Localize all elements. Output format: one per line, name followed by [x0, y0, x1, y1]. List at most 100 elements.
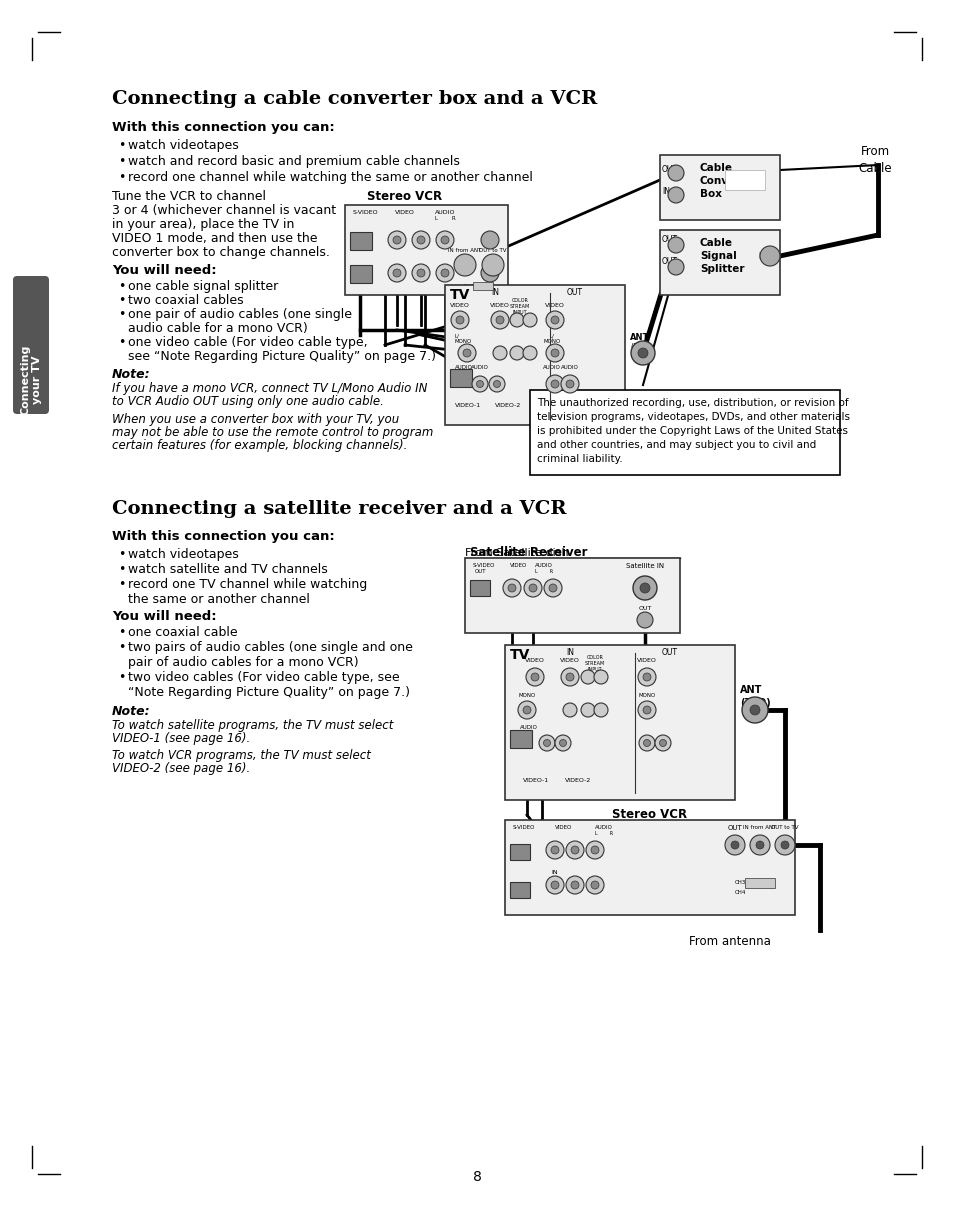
Text: Connecting a satellite receiver and a VCR: Connecting a satellite receiver and a VC… — [112, 500, 566, 519]
Text: record one channel while watching the same or another channel: record one channel while watching the sa… — [128, 171, 533, 185]
Text: in your area), place the TV in: in your area), place the TV in — [112, 218, 294, 232]
Bar — [350, 232, 372, 250]
Text: OUT: OUT — [661, 235, 678, 244]
Text: •: • — [118, 308, 125, 321]
Circle shape — [545, 876, 563, 894]
Bar — [510, 844, 530, 860]
Circle shape — [741, 697, 767, 724]
Circle shape — [565, 876, 583, 894]
Text: the same or another channel: the same or another channel — [128, 593, 310, 605]
Circle shape — [755, 841, 763, 849]
Circle shape — [594, 703, 607, 718]
Circle shape — [388, 232, 406, 248]
Circle shape — [454, 254, 476, 276]
Text: Connecting a cable converter box and a VCR: Connecting a cable converter box and a V… — [112, 90, 597, 109]
Circle shape — [551, 882, 558, 889]
Text: one video cable (For video cable type,: one video cable (For video cable type, — [128, 336, 367, 349]
Circle shape — [667, 165, 683, 181]
Circle shape — [639, 734, 655, 751]
Circle shape — [493, 346, 506, 361]
Text: •: • — [118, 578, 125, 591]
Text: OUT to TV: OUT to TV — [770, 825, 798, 830]
Text: OUT: OUT — [638, 605, 651, 611]
Text: watch and record basic and premium cable channels: watch and record basic and premium cable… — [128, 156, 459, 168]
Text: L/: L/ — [549, 333, 554, 338]
FancyBboxPatch shape — [13, 276, 49, 414]
Text: IN: IN — [758, 252, 765, 260]
Text: From Satellite dish: From Satellite dish — [464, 548, 568, 558]
Text: CH4: CH4 — [462, 293, 474, 298]
Text: VIDEO: VIDEO — [490, 303, 510, 308]
Circle shape — [633, 576, 657, 601]
Circle shape — [522, 314, 537, 327]
Bar — [470, 580, 490, 596]
Circle shape — [774, 835, 794, 855]
Circle shape — [456, 316, 463, 324]
Circle shape — [749, 706, 760, 715]
Text: VIDEO: VIDEO — [450, 303, 470, 308]
Text: ANT: ANT — [629, 333, 649, 343]
Text: •: • — [118, 336, 125, 349]
Circle shape — [545, 375, 563, 393]
Text: OUT to TV: OUT to TV — [478, 248, 506, 253]
Text: AUDIO: AUDIO — [595, 825, 612, 830]
Circle shape — [667, 238, 683, 253]
Bar — [510, 730, 532, 748]
Text: VIDEO 1 mode, and then use the: VIDEO 1 mode, and then use the — [112, 232, 317, 245]
Text: ANT
(75Ω): ANT (75Ω) — [740, 685, 770, 708]
Circle shape — [749, 835, 769, 855]
Text: COLOR
STREAM
INPUT: COLOR STREAM INPUT — [584, 655, 604, 672]
Text: AUDIO: AUDIO — [560, 365, 578, 370]
Text: Note:: Note: — [112, 368, 151, 381]
Text: watch satellite and TV channels: watch satellite and TV channels — [128, 563, 328, 576]
Text: VIDEO: VIDEO — [524, 658, 544, 663]
Text: Cable
Converter
Box: Cable Converter Box — [700, 163, 758, 199]
Circle shape — [472, 376, 488, 392]
Text: •: • — [118, 280, 125, 293]
Circle shape — [667, 259, 683, 275]
Text: VIDEO: VIDEO — [637, 658, 657, 663]
Bar — [444, 285, 624, 425]
Text: Connecting
your TV: Connecting your TV — [20, 345, 42, 415]
Circle shape — [551, 349, 558, 357]
Circle shape — [412, 232, 430, 248]
Bar — [350, 265, 372, 283]
Text: To watch VCR programs, the TV must select: To watch VCR programs, the TV must selec… — [112, 749, 371, 762]
Bar — [464, 558, 679, 633]
Circle shape — [659, 739, 666, 747]
Text: VIDEO-1 (see page 16).: VIDEO-1 (see page 16). — [112, 732, 250, 745]
Text: You will need:: You will need: — [112, 610, 216, 624]
Text: From
Cable: From Cable — [858, 145, 891, 175]
Text: VIDEO: VIDEO — [559, 658, 579, 663]
Circle shape — [480, 232, 498, 248]
Circle shape — [594, 671, 607, 684]
Circle shape — [730, 841, 739, 849]
Circle shape — [451, 311, 469, 329]
Circle shape — [655, 734, 670, 751]
Circle shape — [491, 311, 509, 329]
Text: Stereo VCR: Stereo VCR — [367, 191, 441, 203]
Text: With this connection you can:: With this connection you can: — [112, 121, 335, 134]
Text: •: • — [118, 626, 125, 639]
Text: 3 or 4 (whichever channel is vacant: 3 or 4 (whichever channel is vacant — [112, 204, 335, 217]
Text: (75Ω): (75Ω) — [629, 343, 651, 352]
Text: one coaxial cable: one coaxial cable — [128, 626, 237, 639]
Text: IN: IN — [661, 187, 669, 197]
Bar — [724, 170, 764, 191]
Circle shape — [481, 254, 503, 276]
Text: •: • — [118, 642, 125, 654]
Circle shape — [457, 344, 476, 362]
Bar — [504, 645, 734, 800]
Text: If you have a mono VCR, connect TV L/Mono Audio IN: If you have a mono VCR, connect TV L/Mon… — [112, 382, 427, 396]
Circle shape — [538, 734, 555, 751]
Text: AUDIO: AUDIO — [471, 365, 489, 370]
Circle shape — [523, 579, 541, 597]
Text: Cable
Signal
Splitter: Cable Signal Splitter — [700, 238, 743, 275]
Circle shape — [436, 232, 454, 248]
Text: MONO: MONO — [455, 339, 472, 344]
Text: record one TV channel while watching: record one TV channel while watching — [128, 578, 367, 591]
Circle shape — [393, 269, 400, 277]
Text: You will need:: You will need: — [112, 264, 216, 277]
Text: Satellite Receiver: Satellite Receiver — [470, 546, 587, 560]
Circle shape — [496, 316, 503, 324]
